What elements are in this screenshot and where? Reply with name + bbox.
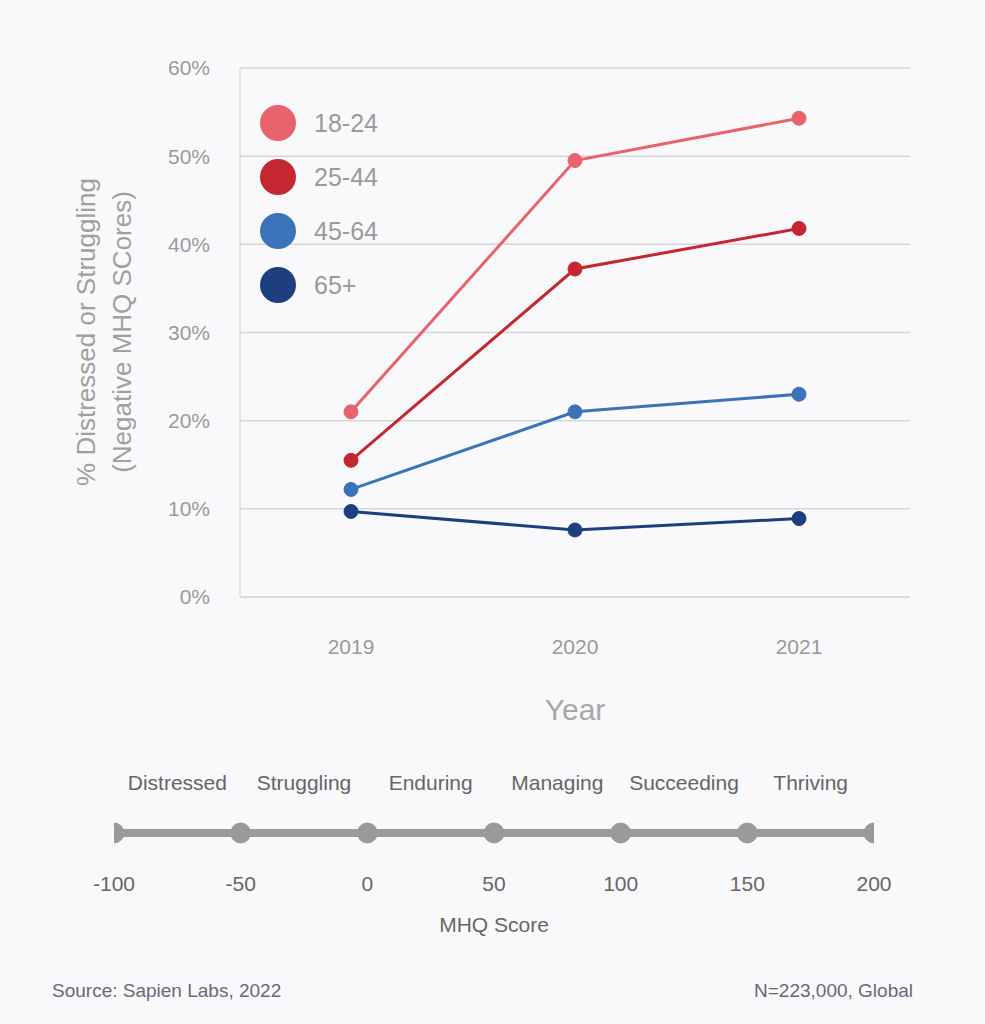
- svg-text:50%: 50%: [168, 145, 210, 168]
- html-text:Source: Sapien Labs, 2022: Source: Sapien Labs, 2022: [52, 980, 282, 1001]
- svg-text:-100: -100: [93, 872, 135, 895]
- html-text:65+: 65+: [314, 270, 357, 299]
- svg-text:Year: Year: [545, 693, 606, 720]
- svg-text:Managing: Managing: [511, 771, 603, 794]
- svg-text:-50: -50: [225, 872, 255, 895]
- svg-text:50: 50: [482, 872, 505, 895]
- svg-text:200: 200: [856, 872, 891, 895]
- html-text:N=223,000, Global: N=223,000, Global: [754, 980, 913, 1001]
- svg-text:20%: 20%: [168, 409, 210, 432]
- svg-text:Struggling: Struggling: [257, 771, 352, 794]
- svg-text:60%: 60%: [168, 56, 210, 79]
- svg-text:150: 150: [730, 872, 765, 895]
- svg-text:(Negative MHQ SCores): (Negative MHQ SCores): [107, 191, 137, 473]
- svg-text:2019: 2019: [328, 635, 375, 658]
- svg-text:Succeeding: Succeeding: [629, 771, 739, 794]
- html-text:45-64: 45-64: [314, 216, 378, 245]
- svg-text:Thriving: Thriving: [773, 771, 848, 794]
- svg-text:Enduring: Enduring: [389, 771, 473, 794]
- html-text:25-44: 25-44: [314, 162, 378, 191]
- svg-text:MHQ Score: MHQ Score: [439, 913, 549, 936]
- svg-text:2020: 2020: [552, 635, 599, 658]
- svg-text:Distressed: Distressed: [128, 771, 227, 794]
- svg-text:40%: 40%: [168, 233, 210, 256]
- svg-text:100: 100: [603, 872, 638, 895]
- svg-text:10%: 10%: [168, 497, 210, 520]
- svg-text:2021: 2021: [776, 635, 823, 658]
- svg-text:0%: 0%: [180, 585, 210, 608]
- svg-text:% Distressed or Struggling: % Distressed or Struggling: [71, 178, 101, 486]
- svg-text:0: 0: [361, 872, 373, 895]
- svg-text:30%: 30%: [168, 321, 210, 344]
- html-text:18-24: 18-24: [314, 108, 378, 137]
